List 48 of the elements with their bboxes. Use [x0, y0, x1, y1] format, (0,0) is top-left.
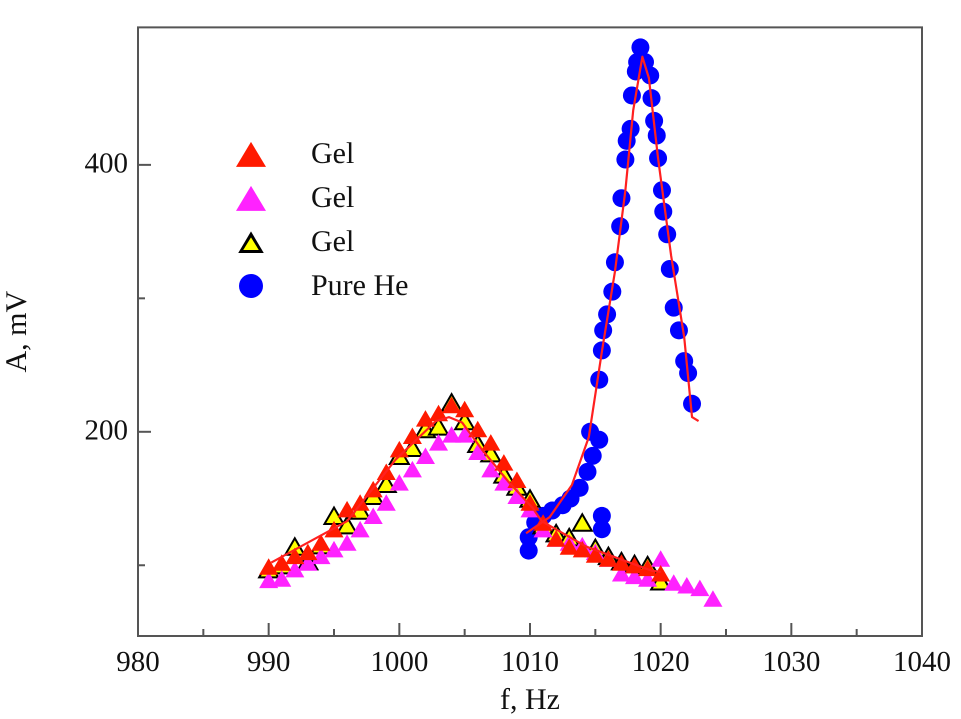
- point: [323, 506, 345, 526]
- point: [272, 554, 292, 571]
- point: [429, 434, 448, 451]
- point: [259, 558, 278, 575]
- x-tick-label: 1010: [501, 646, 559, 678]
- y-tick-label: 400: [84, 147, 128, 180]
- point: [468, 420, 488, 438]
- x-tick-label: 1020: [632, 646, 690, 678]
- x-tick-label: 980: [116, 646, 160, 678]
- point: [416, 447, 435, 464]
- point: [572, 540, 592, 558]
- point: [481, 460, 500, 478]
- point: [651, 550, 670, 567]
- point: [338, 534, 357, 551]
- x-tick-label: 1000: [370, 646, 428, 678]
- point: [285, 548, 304, 564]
- y-tick-label: 200: [84, 414, 128, 446]
- point: [442, 396, 462, 414]
- point: [311, 534, 330, 551]
- point: [390, 474, 409, 491]
- x-tick-label: 1040: [893, 646, 951, 678]
- point: [402, 460, 422, 478]
- point: [338, 500, 357, 518]
- point: [455, 400, 474, 418]
- x-axis-title: f, Hz: [500, 682, 560, 716]
- point: [468, 443, 488, 460]
- point: [572, 513, 593, 532]
- point: [376, 494, 396, 511]
- point: [703, 590, 722, 607]
- y-axis-title: A, mV: [0, 290, 33, 373]
- point: [324, 540, 344, 558]
- point: [364, 508, 383, 524]
- legend-label: Gel: [311, 225, 354, 260]
- point: [690, 580, 710, 596]
- x-tick-label: 1030: [762, 646, 820, 678]
- legend-label: Gel: [311, 181, 354, 216]
- x-tick-label: 990: [246, 646, 290, 678]
- point: [677, 576, 696, 594]
- point: [416, 410, 435, 427]
- point: [507, 472, 526, 488]
- point: [481, 434, 500, 451]
- point: [298, 544, 318, 560]
- point: [455, 426, 474, 443]
- point: [350, 520, 370, 538]
- legend-label: Gel: [311, 137, 354, 172]
- legend-label: Pure He: [311, 269, 408, 304]
- point: [651, 564, 670, 582]
- point: [494, 454, 514, 471]
